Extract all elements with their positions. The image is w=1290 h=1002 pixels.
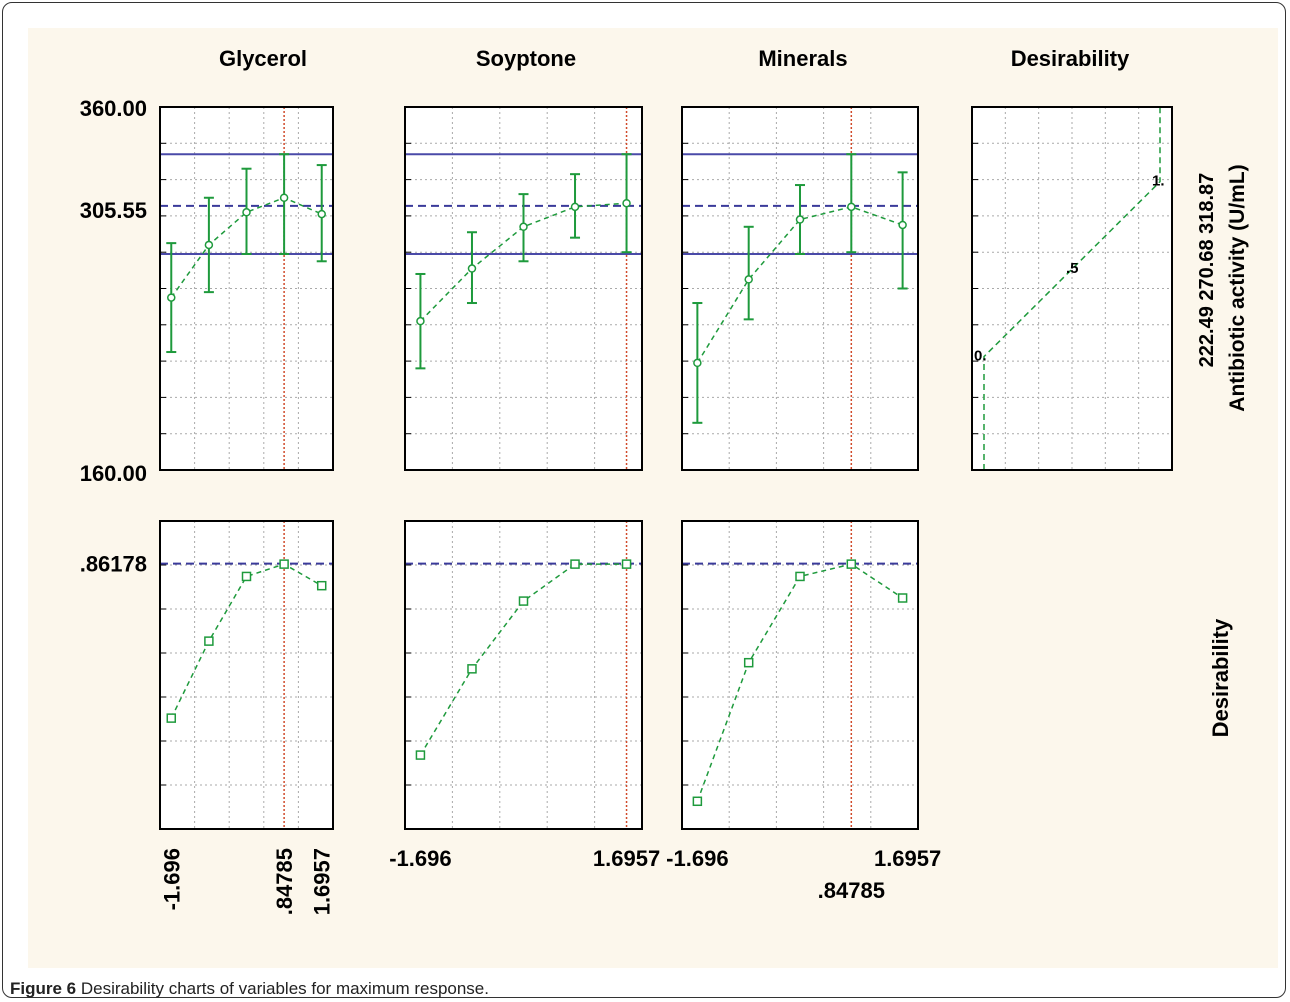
figure-caption: Figure 6 Desirability charts of variable… [10,979,489,999]
desirability-point-soyptone [467,664,477,674]
x-tick-label-soyptone: 1.6957 [593,846,660,871]
x-tick-label-minerals: 1.6957 [874,846,941,871]
panel-frame-desirability-function [971,106,1173,471]
desirability-function-curve [983,107,1161,470]
data-point-minerals [744,275,753,284]
x-tick-label-soyptone: -1.696 [389,846,451,871]
data-point-soyptone [467,264,477,273]
desirability-function-label: .5 [1066,260,1079,277]
data-point-minerals [898,220,907,230]
x-tick-label-glycerol: 1.6957 [310,848,335,915]
response-axis-tick-labels: 222.49 270.68 318.87 [1196,173,1218,368]
response-axis-label: Antibiotic activity (U/mL) [1226,164,1249,411]
plot-area-minerals-desirability [682,521,918,829]
y-tick-label: 160.00 [80,461,147,486]
panel-frame-soyptone-response [404,106,643,471]
panel-frame-glycerol-desirability [159,520,334,830]
panel-frame-minerals-response [681,106,919,471]
data-point-glycerol [204,240,214,250]
plot-area-glycerol-desirability [160,521,333,829]
plot-area-soyptone-response [405,107,642,470]
caption-label: Figure 6 [10,979,77,998]
desirability-point-soyptone [621,559,632,569]
desirability-point-minerals [743,657,754,668]
panel-frame-glycerol-response [159,106,334,471]
desirability-point-soyptone [415,750,426,760]
desirability-point-glycerol [316,580,327,591]
panel-frame-soyptone-desirability [404,520,643,830]
desirability-axis-label: Desirability [1208,618,1233,737]
data-point-glycerol [317,209,326,219]
y-tick-label: 360.00 [80,96,147,121]
data-point-minerals [847,202,856,212]
plot-area-soyptone-desirability [405,521,642,829]
column-header-glycerol: Glycerol [219,46,307,71]
desirability-tick-label: .86178 [80,552,147,577]
desirability-point-soyptone [518,596,529,606]
desirability-point-glycerol [279,559,289,569]
desirability-function-label: 1. [1152,173,1165,190]
desirability-point-minerals [846,559,857,569]
desirability-point-glycerol [166,713,177,723]
desirability-curve-soyptone [419,563,627,756]
desirability-point-glycerol [204,636,214,646]
fit-curve-minerals [696,206,903,364]
column-header-minerals: Minerals [758,46,847,71]
desirability-curve-glycerol [170,563,323,719]
panel-frame-minerals-desirability [681,520,919,830]
data-point-soyptone [519,222,528,232]
desirability-point-soyptone [570,559,580,569]
column-header-desirability: Desirability [1011,46,1130,71]
desirability-point-minerals [795,571,805,582]
y-tick-label: 305.55 [80,198,147,223]
data-point-soyptone [622,198,631,208]
desirability-function-label: 0. [974,348,987,365]
x-tick-label-glycerol: -1.696 [159,848,184,910]
x-tick-label-minerals: -1.696 [666,846,728,871]
column-header-soyptone: Soyptone [476,46,576,71]
data-point-soyptone [416,316,425,326]
data-point-minerals [693,358,702,368]
caption-text: Desirability charts of variables for max… [76,979,489,998]
data-point-glycerol [167,293,176,302]
desirability-point-glycerol [241,571,252,582]
x-tick-label-glycerol: .84785 [272,848,297,915]
x-tick-label-minerals: .84785 [818,878,885,903]
data-point-glycerol [242,208,251,217]
desirability-point-minerals [897,593,908,603]
data-point-minerals [795,215,805,224]
data-point-soyptone [570,202,580,212]
desirability-point-minerals [692,796,703,807]
data-point-glycerol [279,193,289,202]
